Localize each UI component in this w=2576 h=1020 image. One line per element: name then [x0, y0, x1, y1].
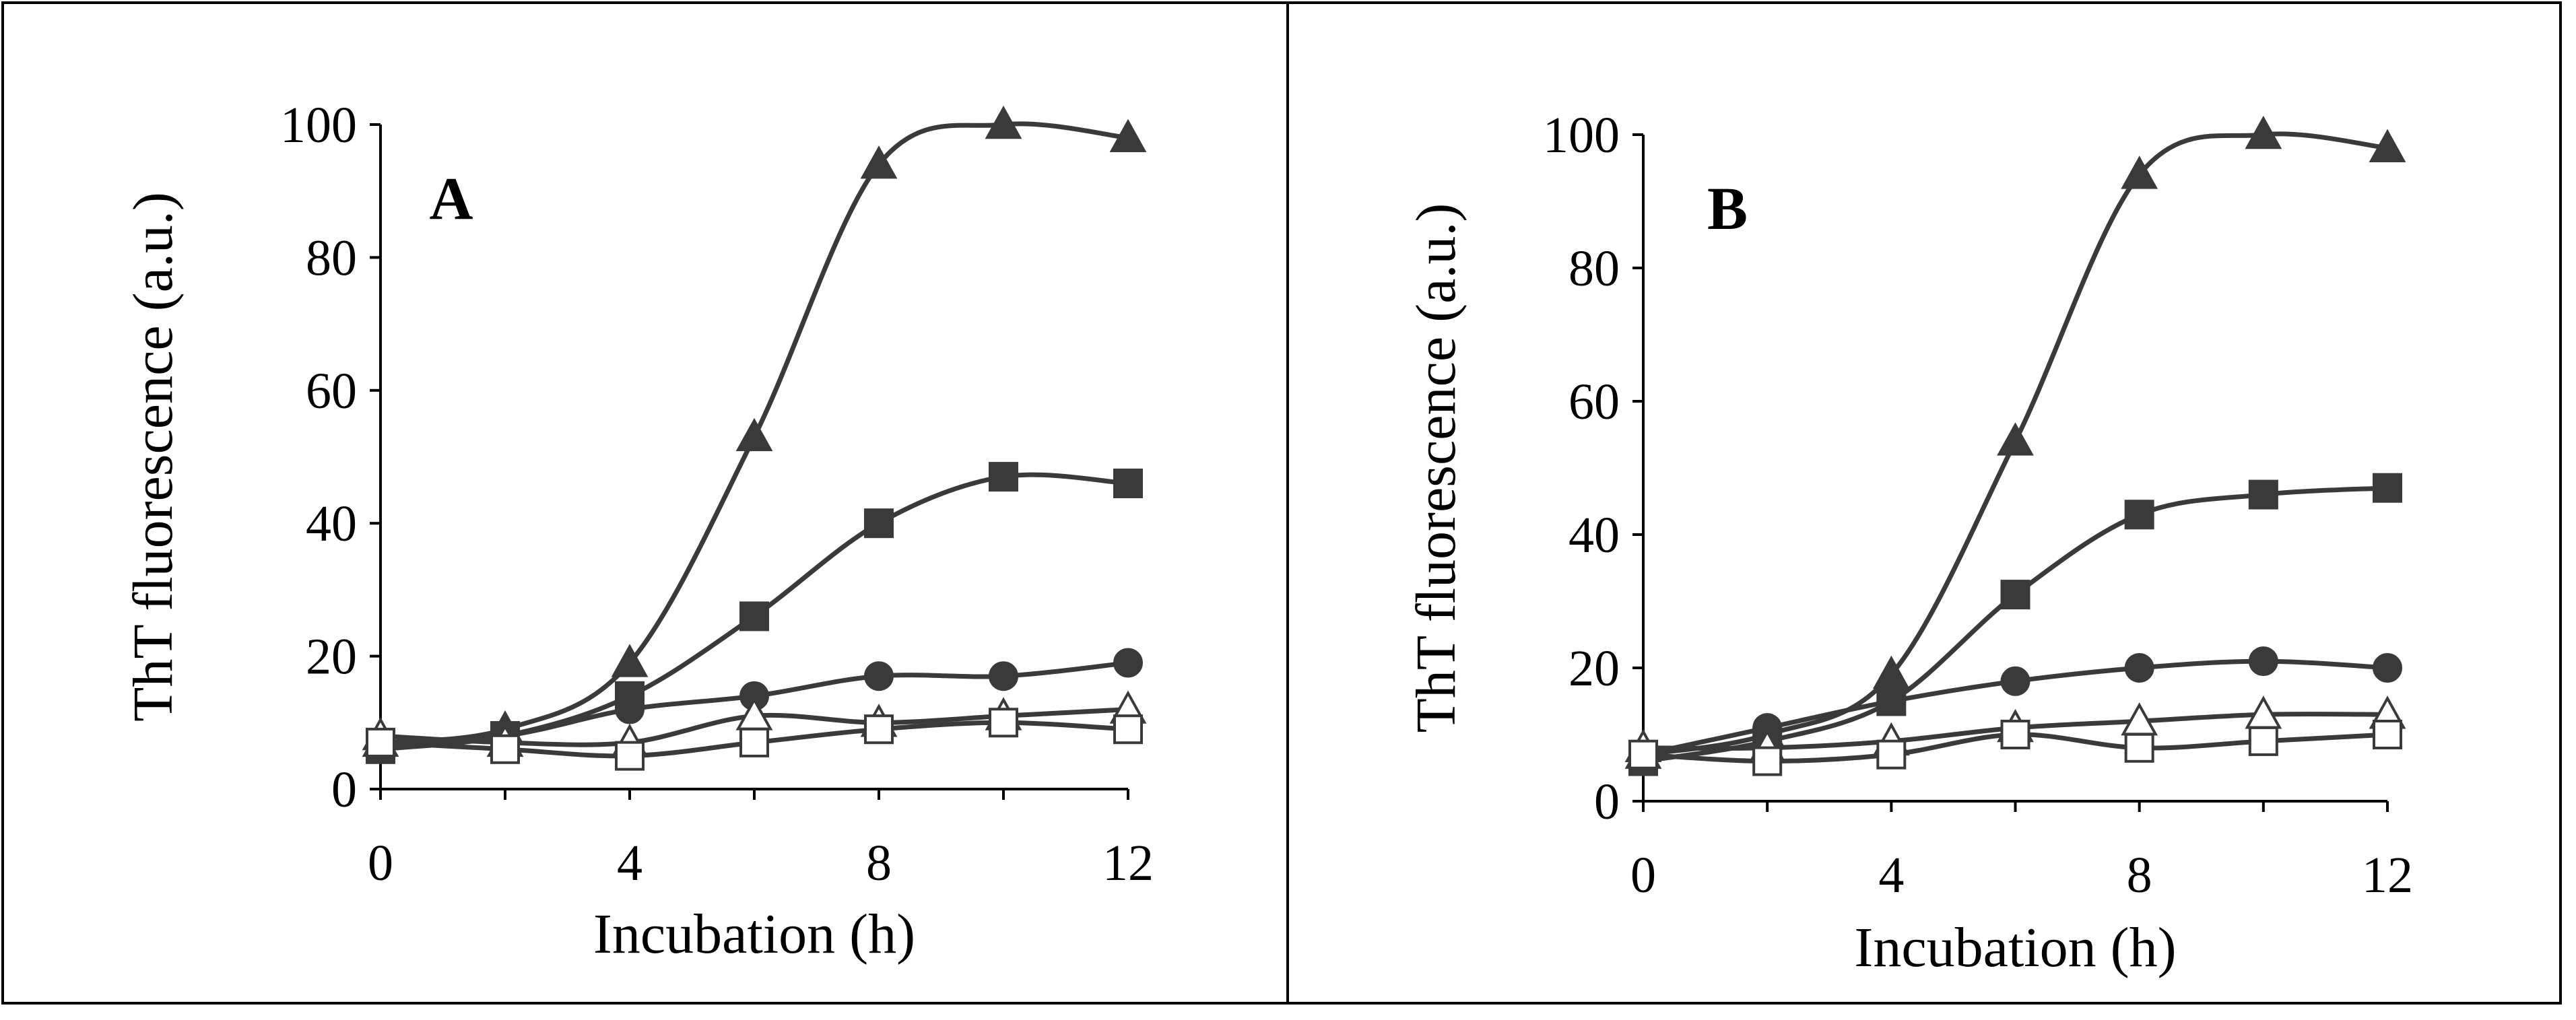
y-tick-label: 80: [1568, 240, 1620, 297]
x-tick-label: 8: [866, 835, 892, 891]
point-filled-square: [2124, 500, 2154, 530]
point-filled-square: [2000, 580, 2030, 610]
x-tick-label: 8: [2127, 847, 2152, 904]
point-open-square: [2248, 726, 2278, 756]
panel-label: B: [1707, 176, 1748, 242]
point-open-square: [2373, 720, 2402, 749]
panel-a-chart: 0 20 40 60 80 100 0 4 8 12 Incubation (h) ThT fluor…: [122, 97, 1154, 965]
y-tick-label: 20: [1568, 640, 1620, 697]
x-axis-title: Incubation (h): [1854, 916, 2176, 979]
x-tick-label: 12: [1102, 835, 1154, 891]
y-tick-label: 20: [306, 629, 357, 685]
y-axis-title: ThT fluorescence (a.u.): [1405, 203, 1467, 733]
panel-b-frame: [1286, 1, 2562, 1005]
y-tick-label: 40: [306, 496, 357, 552]
point-filled-circle: [989, 661, 1018, 691]
point-filled-triangle: [1109, 118, 1147, 152]
point-open-square: [1752, 746, 1783, 776]
point-filled-triangle: [735, 417, 773, 452]
panel-b-chart: 0 20 40 60 80 100 0 4 8 12 Incubation (h) ThT fluor…: [1405, 107, 2413, 979]
point-open-square: [2000, 720, 2030, 749]
x-axis-title: Incubation (h): [593, 903, 915, 965]
point-filled-square: [2373, 473, 2402, 503]
x-tick-label: 0: [1630, 847, 1656, 904]
point-filled-triangle: [985, 105, 1022, 139]
point-filled-triangle: [860, 145, 898, 179]
panel-a-frame: [1, 1, 1289, 1005]
y-tick-label: 60: [306, 363, 357, 419]
point-filled-square: [864, 508, 894, 539]
point-open-square: [1876, 739, 1907, 770]
y-axis-title: ThT fluorescence (a.u.): [122, 192, 185, 722]
point-filled-circle: [615, 694, 645, 724]
point-filled-circle: [1876, 686, 1907, 716]
point-open-square: [1628, 739, 1658, 770]
y-tick-label: 40: [1568, 507, 1620, 564]
point-open-square: [864, 714, 894, 745]
point-filled-triangle: [2121, 156, 2158, 189]
point-filled-square: [739, 601, 769, 632]
y-tick-label: 0: [331, 761, 357, 818]
point-filled-circle: [2373, 653, 2402, 683]
y-tick-label: 80: [306, 230, 357, 286]
point-open-square: [1113, 714, 1143, 745]
point-filled-triangle: [611, 644, 649, 677]
point-filled-square: [989, 462, 1018, 492]
point-open-square: [989, 708, 1018, 738]
point-filled-triangle: [2369, 129, 2406, 162]
x-tick-label: 4: [617, 835, 642, 891]
y-tick-label: 60: [1568, 374, 1620, 430]
x-tick-label: 0: [368, 835, 393, 891]
x-tick-label: 4: [1878, 847, 1904, 904]
y-tick-label: 0: [1594, 774, 1620, 830]
point-open-square: [739, 727, 769, 757]
point-open-square: [490, 734, 520, 764]
point-filled-square: [2248, 479, 2278, 510]
point-filled-circle: [2124, 653, 2154, 683]
point-filled-triangle: [2245, 115, 2282, 149]
y-tick-label: 100: [1543, 107, 1620, 164]
y-tick-label: 100: [280, 97, 357, 154]
point-filled-circle: [1113, 648, 1143, 678]
point-filled-circle: [2000, 666, 2030, 696]
panel-label: A: [430, 166, 473, 232]
point-open-square: [615, 741, 645, 771]
point-filled-triangle: [1997, 422, 2034, 456]
point-filled-square: [1113, 468, 1143, 498]
point-filled-circle: [2248, 646, 2278, 677]
point-open-square: [366, 727, 395, 757]
point-filled-circle: [864, 661, 894, 691]
x-tick-label: 12: [2362, 847, 2413, 904]
point-open-square: [2124, 733, 2154, 763]
